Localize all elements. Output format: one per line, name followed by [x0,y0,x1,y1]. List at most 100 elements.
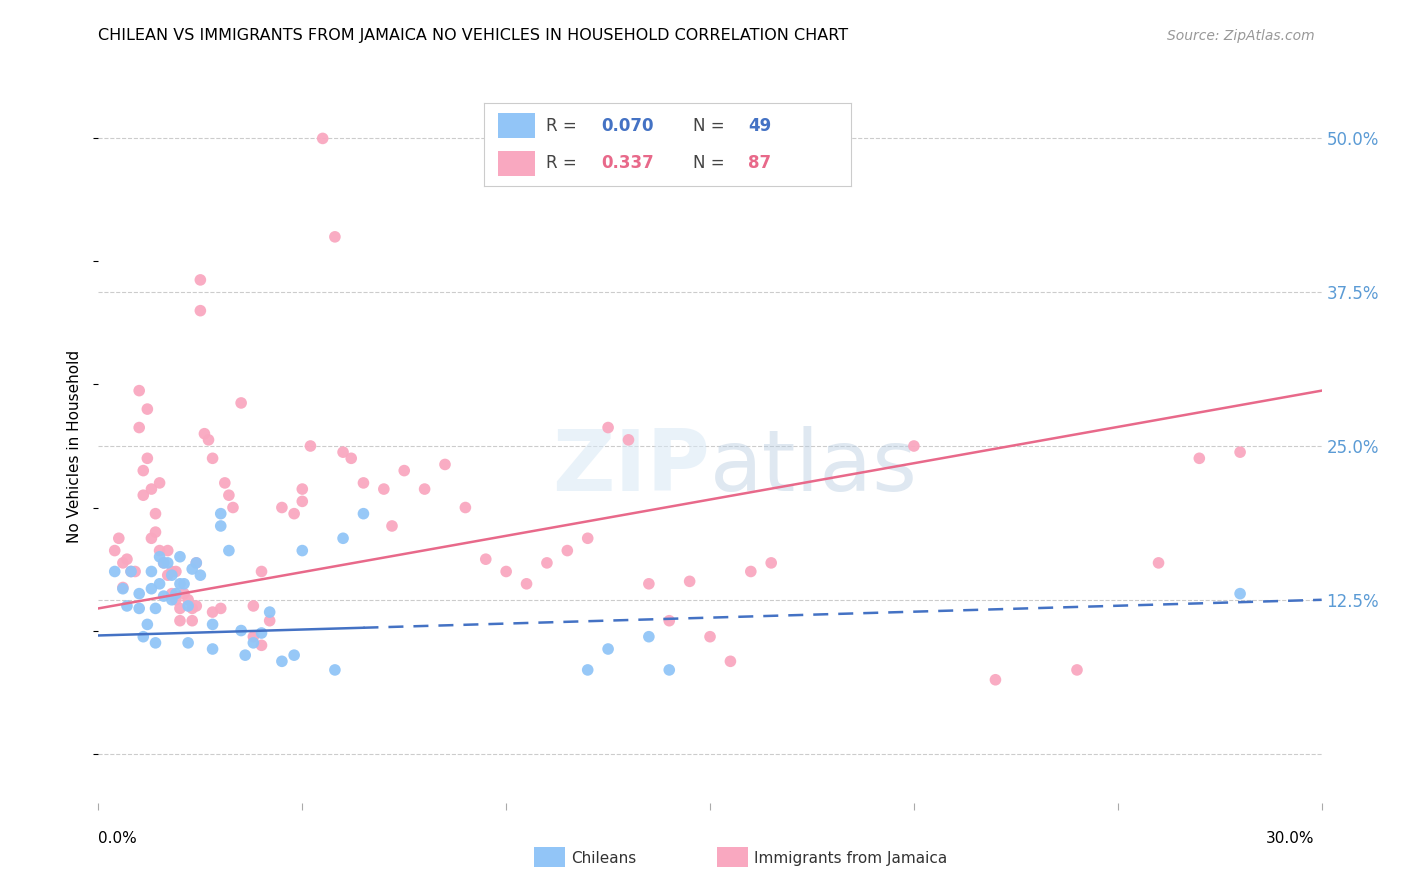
Point [474,552,498,566]
Point [250,638,273,652]
Point [259,605,281,619]
Point [1188,451,1211,466]
Point [120,565,142,579]
Point [149,576,172,591]
Point [128,601,150,615]
Point [181,614,204,628]
Point [312,131,335,145]
Point [104,543,127,558]
Point [638,576,661,591]
Point [197,433,219,447]
Point [454,500,477,515]
Point [186,556,208,570]
Point [1229,587,1251,601]
Point [165,565,187,579]
Point [152,556,174,570]
Point [132,488,155,502]
Point [156,556,179,570]
Point [128,420,150,434]
Point [1229,445,1251,459]
Point [160,587,183,601]
Point [740,565,762,579]
Text: Immigrants from Jamaica: Immigrants from Jamaica [754,852,946,866]
Point [173,576,195,591]
Point [638,630,661,644]
Point [169,576,191,591]
Point [576,531,599,545]
Point [136,451,159,466]
Point [617,433,640,447]
Text: Chileans: Chileans [571,852,636,866]
Point [145,525,167,540]
Point [516,576,538,591]
Point [903,439,925,453]
Point [209,601,232,615]
Point [250,626,273,640]
Point [201,617,224,632]
Point [242,636,264,650]
Point [283,648,305,662]
Point [201,451,224,466]
Point [201,605,224,619]
Point [598,642,620,657]
Point [111,556,134,570]
Point [165,587,187,601]
Point [136,617,159,632]
Point [128,587,150,601]
Point [136,402,159,417]
Point [209,519,232,533]
Point [111,581,134,595]
Point [169,601,191,615]
Point [259,614,281,628]
Text: ZIP: ZIP [553,425,710,509]
Point [188,568,212,582]
Point [352,507,374,521]
Point [720,654,742,668]
Point [186,599,208,613]
Point [111,582,134,596]
Point [270,500,294,515]
Point [323,663,346,677]
Point [679,574,702,589]
Point [181,562,204,576]
Point [222,500,245,515]
Point [332,445,354,459]
Point [149,549,172,564]
Point [141,482,163,496]
Point [152,589,174,603]
Point [115,599,138,613]
Point [145,636,167,650]
Point [242,630,264,644]
Point [160,568,183,582]
Point [124,565,146,579]
Point [536,556,558,570]
Point [177,599,200,613]
Point [242,599,264,613]
Point [323,230,346,244]
Point [761,556,783,570]
Point [576,663,599,677]
Point [141,582,163,596]
Point [984,673,1007,687]
Point [214,475,236,490]
Point [352,475,374,490]
Point [188,303,212,318]
Point [283,507,305,521]
Point [231,624,253,638]
Text: 0.0%: 0.0% [98,831,138,846]
Point [149,543,172,558]
Point [201,642,224,657]
Point [270,654,294,668]
Point [177,636,200,650]
Point [1066,663,1088,677]
Point [495,565,517,579]
Point [291,543,314,558]
Y-axis label: No Vehicles in Household: No Vehicles in Household [67,350,83,542]
Point [152,556,174,570]
Point [165,592,187,607]
Point [120,565,142,579]
Point [149,475,172,490]
Point [132,630,155,644]
Point [250,565,273,579]
Point [413,482,436,496]
